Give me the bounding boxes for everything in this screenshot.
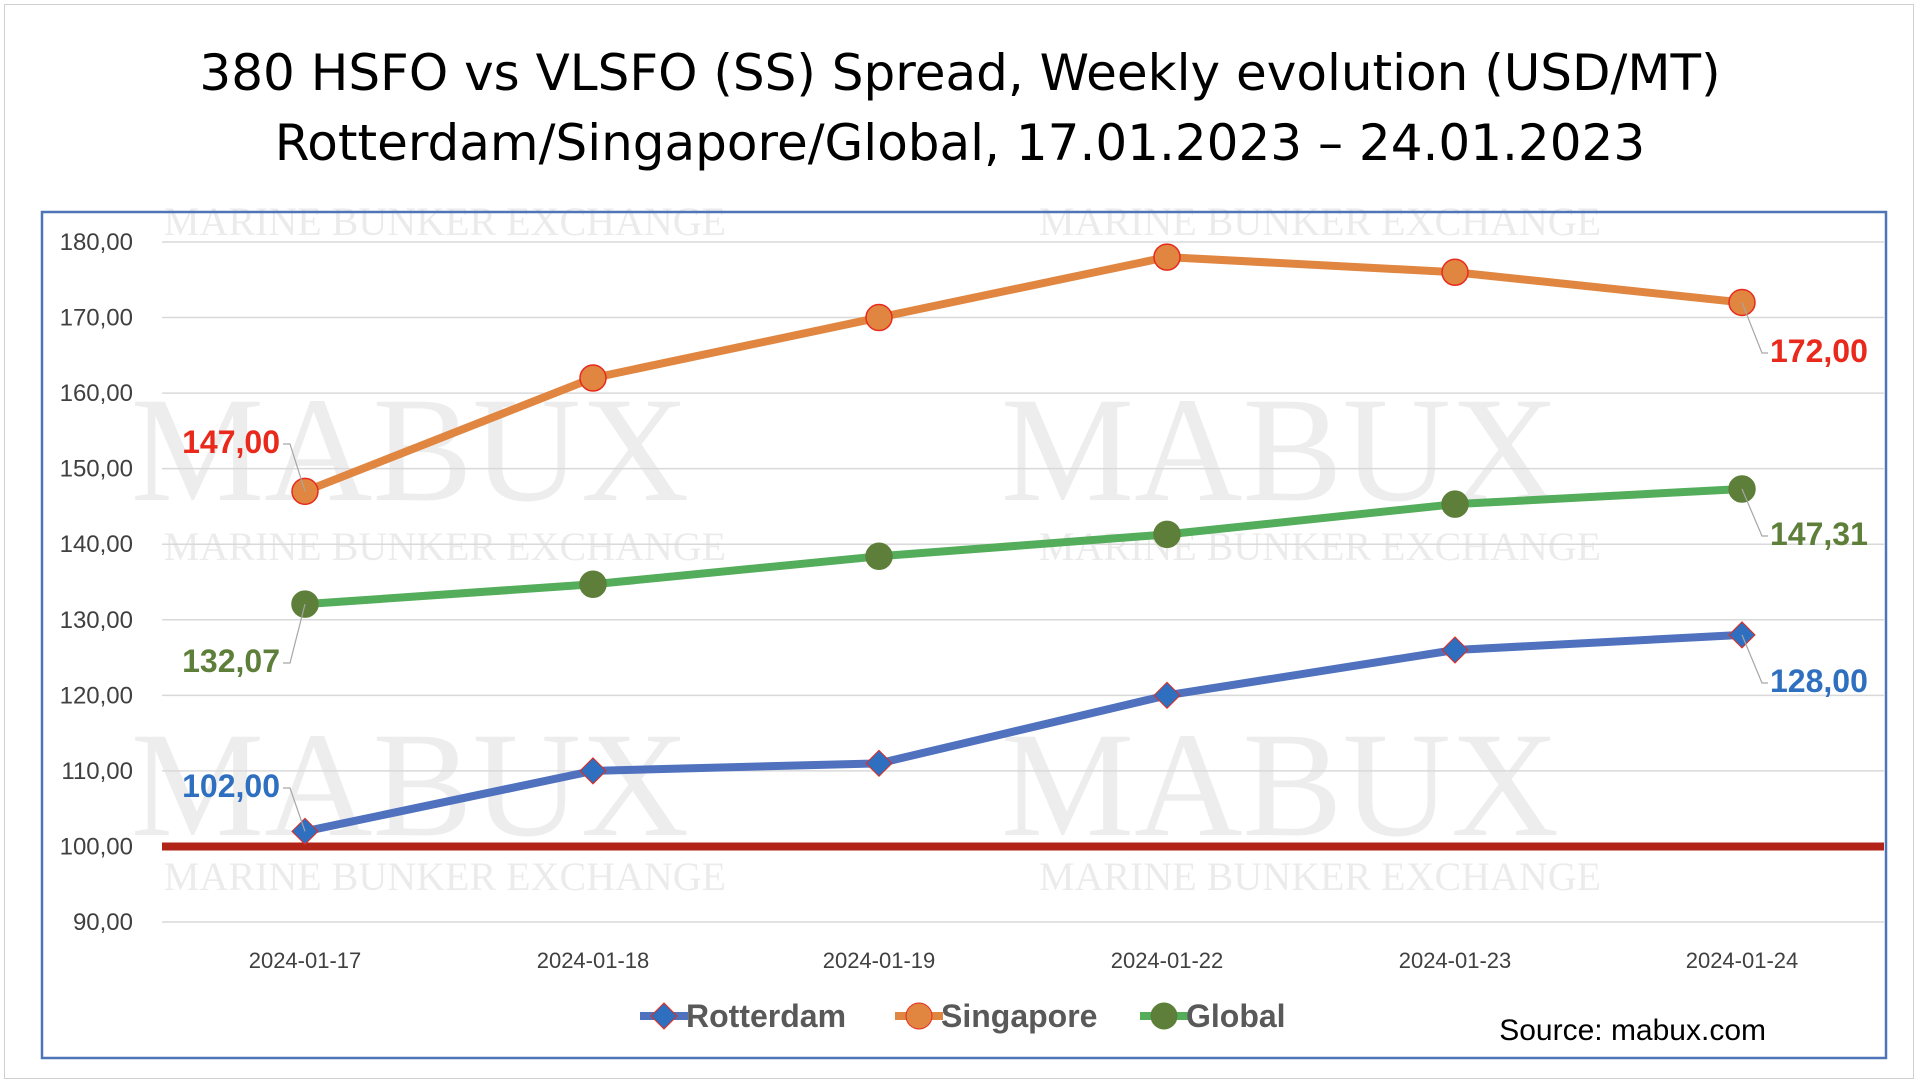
data-label-first: 132,07 <box>182 643 280 679</box>
data-point-global <box>865 542 893 571</box>
x-tick-label: 2024-01-24 <box>1686 948 1799 973</box>
y-tick-label: 90,00 <box>73 909 133 936</box>
legend-marker <box>650 1002 678 1030</box>
data-label-leader <box>283 443 306 492</box>
title-line-1: 380 HSFO vs VLSFO (SS) Spread, Weekly ev… <box>199 44 1721 102</box>
data-point-global <box>1153 520 1181 549</box>
data-label-last: 172,00 <box>1770 333 1868 369</box>
y-tick-label: 100,00 <box>60 833 133 860</box>
data-point-global <box>1441 490 1469 518</box>
data-point-rotterdam <box>1441 636 1469 664</box>
data-label-leader <box>283 787 306 832</box>
data-point-singapore <box>579 364 607 392</box>
legend-marker <box>905 1002 933 1030</box>
data-point-global <box>579 570 607 599</box>
watermark-tagline: MARINE BUNKER EXCHANGE <box>164 199 726 244</box>
plot-area-border <box>40 210 1888 1060</box>
data-label-leader <box>1741 302 1768 354</box>
y-tick-label: 110,00 <box>61 758 133 785</box>
x-tick-label: 2024-01-23 <box>1399 948 1512 973</box>
watermark-tagline: MARINE BUNKER EXCHANGE <box>164 524 726 569</box>
data-label-leader <box>283 603 306 664</box>
data-label-first: 102,00 <box>182 768 280 804</box>
watermark-logo: MABUX <box>1001 702 1559 868</box>
watermark-tagline: MARINE BUNKER EXCHANGE <box>1039 854 1601 899</box>
legend-marker <box>1150 1002 1178 1030</box>
data-point-rotterdam <box>1153 681 1181 710</box>
y-tick-label: 130,00 <box>60 607 133 634</box>
series-line-rotterdam <box>304 630 1743 836</box>
chart-canvas <box>4 4 1914 1079</box>
watermark-tagline: MARINE BUNKER EXCHANGE <box>164 854 726 899</box>
chart-title: 380 HSFO vs VLSFO (SS) Spread, Weekly ev… <box>0 38 1920 178</box>
data-point-singapore <box>1153 243 1181 271</box>
data-label-leader <box>1741 634 1768 684</box>
legend-label-singapore: Singapore <box>941 998 1097 1034</box>
x-tick-label: 2024-01-19 <box>823 948 936 973</box>
title-line-2: Rotterdam/Singapore/Global, 17.01.2023 –… <box>274 114 1646 172</box>
data-label-first: 147,00 <box>182 424 280 460</box>
series-line-singapore <box>303 253 1743 496</box>
y-tick-label: 180,00 <box>60 229 133 256</box>
data-point-rotterdam <box>579 757 607 785</box>
x-tick-label: 2024-01-17 <box>249 948 362 973</box>
data-label-leader <box>1741 488 1768 537</box>
source-note: Source: mabux.com <box>1499 1014 1766 1047</box>
y-tick-label: 170,00 <box>60 305 133 332</box>
data-label-last: 147,31 <box>1770 516 1868 552</box>
watermark-logo: MABUX <box>131 702 689 868</box>
data-point-rotterdam <box>865 749 893 778</box>
x-tick-label: 2024-01-18 <box>537 948 650 973</box>
data-point-singapore <box>865 303 893 332</box>
y-tick-label: 150,00 <box>60 456 133 483</box>
data-label-last: 128,00 <box>1770 663 1868 699</box>
data-point-singapore <box>1441 258 1469 286</box>
legend-label-rotterdam: Rotterdam <box>686 998 846 1034</box>
y-tick-label: 120,00 <box>60 682 133 709</box>
y-tick-label: 140,00 <box>60 531 133 558</box>
x-tick-label: 2024-01-22 <box>1111 948 1224 973</box>
watermark-logo: MABUX <box>1001 367 1559 533</box>
legend-label-global: Global <box>1186 998 1286 1034</box>
series-line-global <box>304 484 1743 609</box>
watermark-tagline: MARINE BUNKER EXCHANGE <box>1039 524 1601 569</box>
watermark-tagline: MARINE BUNKER EXCHANGE <box>1039 199 1601 244</box>
y-tick-label: 160,00 <box>60 380 133 407</box>
